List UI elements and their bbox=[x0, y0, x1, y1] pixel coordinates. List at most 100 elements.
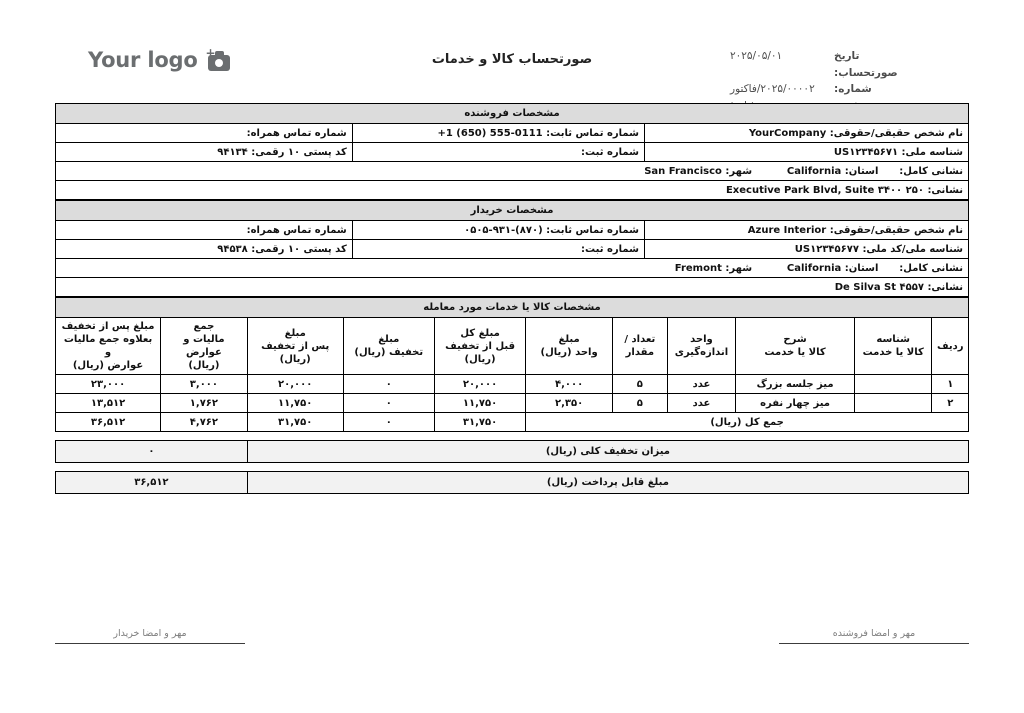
page-title: صورتحساب کالا و خدمات bbox=[431, 52, 593, 67]
seller-address-value: ۲۵۰ ۳۴۰۰ Executive Park Blvd, Suite bbox=[725, 184, 924, 196]
seller-province-label: استان: bbox=[844, 165, 879, 177]
col-qty: تعداد / مقدار bbox=[611, 317, 668, 375]
cell-row-no: ۲ bbox=[931, 393, 969, 413]
payable-value: ۳۶,۵۱۲ bbox=[55, 471, 248, 494]
buyer-postal-label: کد پستی ۱۰ رقمی: bbox=[251, 243, 347, 255]
items-section-title: مشخصات کالا یا خدمات مورد معامله bbox=[55, 297, 969, 318]
cell-qty: ۵ bbox=[611, 374, 668, 394]
cell-item-code bbox=[853, 393, 933, 413]
overall-discount-value: ۰ bbox=[55, 440, 248, 463]
buyer-table: مشخصات خریدار نام شخص حقیقی/حقوقی: Azure… bbox=[55, 200, 970, 297]
buyer-reg-no-label: شماره ثبت: bbox=[581, 243, 639, 255]
buyer-signature: مهر و امضا خریدار bbox=[55, 628, 245, 644]
cell-grand-total: ۱۳,۵۱۲ bbox=[54, 393, 162, 413]
cell-item-code bbox=[853, 374, 933, 394]
seller-row-location: نشانی کامل: استان: California شهر: San F… bbox=[55, 161, 969, 181]
totals-grand-total: ۳۶,۵۱۲ bbox=[54, 412, 162, 432]
buyer-national-id-value: US۱۲۳۴۵۶۷۷ bbox=[794, 243, 859, 255]
seller-tel-value: ‎+1 (650) 555-0111 bbox=[437, 127, 543, 139]
totals-label: جمع کل (ریال) bbox=[525, 412, 969, 432]
col-discount: مبلغ تخفیف (ریال) bbox=[342, 317, 435, 375]
cell-tax: ۱,۷۶۲ bbox=[160, 393, 248, 413]
payable-label: مبلغ قابل پرداخت (ریال) bbox=[246, 471, 970, 494]
buyer-mobile: شماره تماس همراه: bbox=[55, 220, 353, 240]
seller-national-id: شناسه ملی: US۱۲۳۴۵۶۷۱ bbox=[643, 142, 970, 162]
seller-full-address-label: نشانی کامل: bbox=[899, 165, 963, 177]
buyer-national-id: شناسه ملی/کد ملی: US۱۲۳۴۵۶۷۷ bbox=[643, 239, 970, 259]
buyer-name: نام شخص حقیقی/حقوقی: Azure Interior bbox=[643, 220, 970, 240]
buyer-reg-no: شماره ثبت: bbox=[351, 239, 645, 259]
col-item-code: شناسه کالا یا خدمت bbox=[853, 317, 933, 375]
cell-discount: ۰ bbox=[342, 374, 435, 394]
buyer-address-label: نشانی: bbox=[927, 281, 963, 293]
buyer-row-ids: شناسه ملی/کد ملی: US۱۲۳۴۵۶۷۷ شماره ثبت: … bbox=[55, 239, 970, 259]
buyer-city-label: شهر: bbox=[725, 262, 753, 274]
col-grand-total: مبلغ پس از تخفیف بعلاوه جمع مالیات و عوارض… bbox=[54, 317, 162, 375]
buyer-tel-value: (۸۷۰)-۹۳۱-۰۵۰۵ bbox=[464, 224, 543, 236]
cell-unit: عدد bbox=[666, 393, 737, 413]
invoice-date-label: تاریخ صورتحساب: bbox=[834, 50, 898, 79]
buyer-national-id-label: شناسه ملی/کد ملی: bbox=[862, 243, 963, 255]
buyer-address: نشانی: ۴۵۵۷ De Silva St bbox=[55, 277, 969, 297]
buyer-postal-value: ۹۴۵۳۸ bbox=[217, 243, 248, 255]
seller-mobile: شماره تماس همراه: bbox=[55, 123, 353, 143]
seller-table: مشخصات فروشنده نام شخص حقیقی/حقوقی: Your… bbox=[55, 103, 970, 200]
seller-section-title: مشخصات فروشنده bbox=[55, 103, 969, 124]
cell-tax: ۳,۰۰۰ bbox=[160, 374, 248, 394]
seller-row-name: نام شخص حقیقی/حقوقی: YourCompany شماره ت… bbox=[55, 123, 970, 143]
logo-block[interactable]: + Your logo bbox=[88, 47, 231, 72]
seller-name-value: YourCompany bbox=[748, 127, 827, 139]
seller-reg-no-label: شماره ثبت: bbox=[581, 146, 639, 158]
buyer-tel-label: شماره تماس ثابت: bbox=[546, 224, 639, 236]
seller-address: نشانی: ۲۵۰ ۳۴۰۰ Executive Park Blvd, Sui… bbox=[55, 180, 969, 200]
cell-description: میز چهار نفره bbox=[735, 393, 855, 413]
cell-total-before-discount: ۱۱,۷۵۰ bbox=[433, 393, 527, 413]
items-header-row: ردیف شناسه کالا یا خدمت شرح کالا یا خدمت و… bbox=[54, 317, 969, 375]
buyer-name-value: Azure Interior bbox=[747, 224, 827, 236]
seller-signature: مهر و امضا فروشنده bbox=[779, 628, 969, 644]
document-header: + Your logo تاریخ صورتحساب: ۲۰۲۵/۰۵/۰۱ ش… bbox=[40, 40, 984, 112]
buyer-city-value: Fremont bbox=[674, 262, 722, 274]
seller-row-ids: شناسه ملی: US۱۲۳۴۵۶۷۱ شماره ثبت: کد پستی… bbox=[55, 142, 970, 162]
col-row-no: ردیف bbox=[931, 317, 969, 375]
cell-unit-price: ۴,۰۰۰ bbox=[525, 374, 613, 394]
cell-unit-price: ۲,۳۵۰ bbox=[525, 393, 613, 413]
buyer-row-name: نام شخص حقیقی/حقوقی: Azure Interior شمار… bbox=[55, 220, 970, 240]
cell-discount: ۰ bbox=[342, 393, 435, 413]
buyer-province-label: استان: bbox=[844, 262, 879, 274]
buyer-tel: شماره تماس ثابت: (۸۷۰)-۹۳۱-۰۵۰۵ bbox=[351, 220, 645, 240]
totals-tax: ۴,۷۶۲ bbox=[160, 412, 248, 432]
invoice-date-value: ۲۰۲۵/۰۵/۰۱ bbox=[730, 50, 783, 62]
cell-description: میز جلسه بزرگ bbox=[735, 374, 855, 394]
seller-address-label: نشانی: bbox=[927, 184, 963, 196]
items-table: مشخصات کالا یا خدمات مورد معامله ردیف شن… bbox=[54, 297, 970, 494]
totals-discount: ۰ bbox=[342, 412, 435, 432]
col-tax: جمع مالیات و عوارض (ریال) bbox=[160, 317, 248, 375]
totals-total-before-discount: ۳۱,۷۵۰ bbox=[433, 412, 527, 432]
meta-row-number: شماره: ۲۰۲۵/۰۰۰۰۲/فاکتور bbox=[724, 81, 924, 98]
buyer-location: نشانی کامل: استان: California شهر: Fremo… bbox=[55, 258, 969, 278]
buyer-address-value: ۴۵۵۷ De Silva St bbox=[834, 281, 924, 293]
seller-postal-value: ۹۴۱۳۴ bbox=[217, 146, 248, 158]
seller-reg-no: شماره ثبت: bbox=[351, 142, 645, 162]
seller-tel-label: شماره تماس ثابت: bbox=[546, 127, 639, 139]
col-description: شرح کالا یا خدمت bbox=[735, 317, 855, 375]
payable-row: مبلغ قابل پرداخت (ریال) ۳۶,۵۱۲ bbox=[55, 471, 970, 494]
seller-national-id-label: شناسه ملی: bbox=[901, 146, 963, 158]
seller-mobile-label: شماره تماس همراه: bbox=[246, 127, 347, 139]
buyer-row-address: نشانی: ۴۵۵۷ De Silva St bbox=[55, 277, 969, 297]
seller-postal-label: کد پستی ۱۰ رقمی: bbox=[251, 146, 347, 158]
spacer-row bbox=[55, 431, 969, 441]
seller-row-address: نشانی: ۲۵۰ ۳۴۰۰ Executive Park Blvd, Sui… bbox=[55, 180, 969, 200]
buyer-name-label: نام شخص حقیقی/حقوقی: bbox=[829, 224, 963, 236]
totals-total-after-discount: ۳۱,۷۵۰ bbox=[246, 412, 344, 432]
col-total-after-discount: مبلغ پس از تخفیف (ریال) bbox=[246, 317, 344, 375]
cell-unit: عدد bbox=[666, 374, 737, 394]
seller-city-value: San Francisco bbox=[644, 165, 722, 177]
seller-tel: شماره تماس ثابت: ‎+1 (650) 555-0111 bbox=[351, 123, 645, 143]
buyer-province-value: California bbox=[786, 262, 842, 274]
cell-row-no: ۱ bbox=[931, 374, 969, 394]
buyer-postal: کد پستی ۱۰ رقمی: ۹۴۵۳۸ bbox=[55, 239, 353, 259]
col-unit-price: مبلغ واحد (ریال) bbox=[525, 317, 613, 375]
